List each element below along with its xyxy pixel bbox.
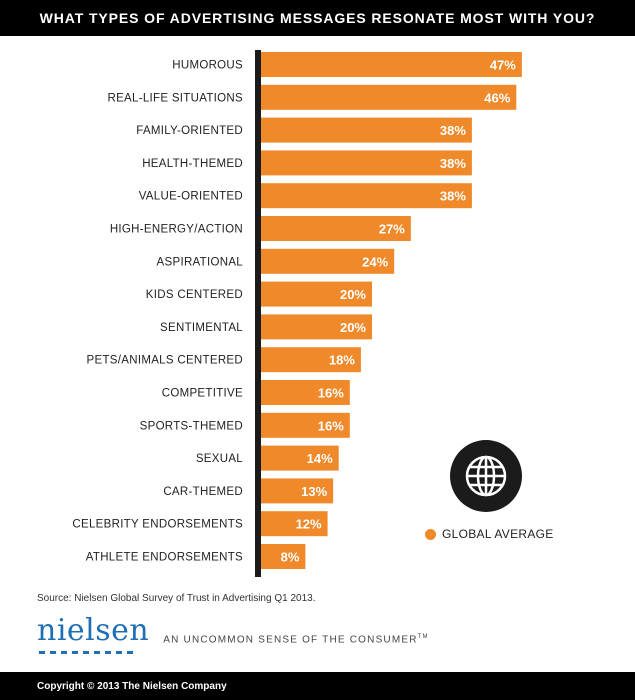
category-label: VALUE-ORIENTED [139, 191, 243, 203]
category-label: REAL-LIFE SITUATIONS [107, 92, 243, 104]
value-label: 38% [440, 123, 466, 138]
legend-label: GLOBAL AVERAGE [442, 527, 554, 541]
category-label: PETS/ANIMALS CENTERED [87, 355, 243, 367]
brand-tagline: AN UNCOMMON SENSE OF THE CONSUMERTM [163, 634, 429, 645]
bar [261, 117, 472, 143]
value-label: 38% [440, 156, 466, 171]
category-label: SEXUAL [196, 453, 243, 465]
bar [261, 52, 522, 77]
category-label: FAMILY-ORIENTED [136, 125, 243, 137]
bar [261, 511, 328, 537]
value-label: 16% [318, 386, 344, 401]
category-label: HEALTH-THEMED [142, 158, 243, 170]
bar [261, 248, 395, 274]
chart-title: WHAT TYPES OF ADVERTISING MESSAGES RESON… [39, 10, 596, 26]
bar [261, 445, 339, 471]
value-label: 47% [490, 58, 516, 73]
bar [261, 216, 411, 241]
logo-dots [39, 651, 149, 654]
bar [261, 412, 350, 438]
logo-wordmark: nielsen [37, 613, 150, 648]
bar [261, 183, 472, 209]
bar-chart: HUMOROUS 47% REAL-LIFE SITUATIONS 46% FAMILY… [72, 50, 522, 577]
globe-badge [450, 440, 522, 512]
category-label: CAR-THEMED [163, 486, 243, 498]
value-label: 20% [340, 287, 366, 302]
category-label: SPORTS-THEMED [140, 420, 243, 432]
bar [261, 347, 361, 373]
category-label: HIGH-ENERGY/ACTION [110, 224, 243, 236]
value-label: 8% [281, 550, 300, 565]
value-label: 12% [296, 517, 322, 532]
globe-icon [465, 455, 507, 497]
bar [261, 281, 372, 307]
category-label: CELEBRITY ENDORSEMENTS [72, 519, 243, 531]
bar [261, 544, 306, 569]
trademark-mark: TM [417, 633, 429, 640]
source-note: Source: Nielsen Global Survey of Trust i… [37, 593, 316, 604]
bars-group: HUMOROUS 47% REAL-LIFE SITUATIONS 46% FAMILY… [72, 52, 522, 569]
category-label: SENTIMENTAL [160, 322, 243, 334]
bar [261, 380, 350, 405]
copyright-text: Copyright © 2013 The Nielsen Company [37, 680, 227, 692]
value-label: 24% [362, 254, 388, 269]
y-axis-line [255, 50, 261, 577]
footer-bar: Copyright © 2013 The Nielsen Company [0, 672, 635, 700]
value-label: 27% [379, 222, 405, 237]
category-label: COMPETITIVE [162, 388, 243, 400]
category-label: HUMOROUS [172, 60, 243, 72]
bar [261, 478, 334, 504]
value-label: 20% [340, 320, 366, 335]
bar [261, 314, 372, 340]
tagline-text: AN UNCOMMON SENSE OF THE CONSUMER [163, 634, 418, 645]
category-label: KIDS CENTERED [146, 289, 243, 301]
nielsen-logo: nielsen [37, 616, 149, 654]
bar [261, 84, 517, 110]
category-label: ATHLETE ENDORSEMENTS [86, 552, 243, 564]
value-label: 18% [329, 353, 355, 368]
chart-title-bar: WHAT TYPES OF ADVERTISING MESSAGES RESON… [0, 0, 635, 36]
value-label: 16% [318, 418, 344, 433]
legend-swatch [425, 528, 436, 540]
value-label: 14% [307, 451, 333, 466]
brand-row: nielsen AN UNCOMMON SENSE OF THE CONSUME… [37, 616, 429, 654]
category-label: ASPIRATIONAL [157, 256, 244, 268]
value-label: 46% [484, 90, 510, 105]
value-label: 38% [440, 189, 466, 204]
value-label: 13% [301, 484, 327, 499]
bar [261, 150, 472, 176]
legend: GLOBAL AVERAGE [425, 527, 554, 541]
